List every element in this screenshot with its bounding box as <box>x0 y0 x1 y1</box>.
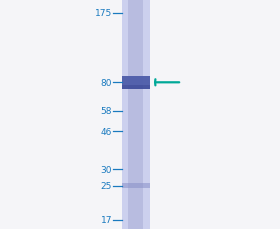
Text: 17: 17 <box>101 215 112 224</box>
Text: 25: 25 <box>101 181 112 190</box>
Text: 46: 46 <box>101 127 112 136</box>
Bar <box>122 0 150 229</box>
Text: 80: 80 <box>101 79 112 87</box>
Text: 58: 58 <box>101 107 112 116</box>
Bar <box>122 183 150 188</box>
Text: 30: 30 <box>101 165 112 174</box>
Bar <box>122 76 150 89</box>
Bar <box>128 0 143 229</box>
Text: 175: 175 <box>95 9 112 18</box>
Bar <box>122 76 150 85</box>
